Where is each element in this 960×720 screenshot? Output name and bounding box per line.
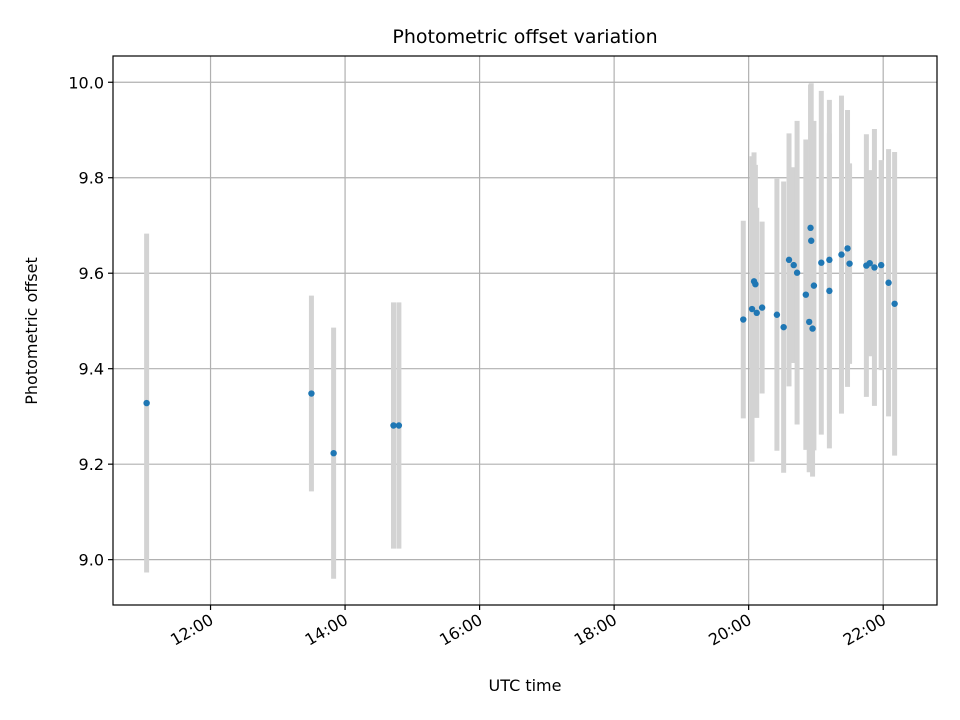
data-point bbox=[802, 291, 810, 298]
point-layer bbox=[143, 224, 898, 457]
y-axis-ticks: 9.0 9.2 9.4 9.6 9.8 10.0 bbox=[68, 73, 113, 570]
data-point bbox=[330, 449, 337, 457]
y-tick-label: 9.0 bbox=[79, 551, 104, 570]
data-point bbox=[809, 325, 816, 332]
data-point bbox=[826, 256, 833, 264]
x-axis-label: UTC time bbox=[489, 676, 562, 695]
data-point bbox=[807, 224, 814, 232]
data-point bbox=[773, 311, 781, 318]
data-point bbox=[885, 279, 892, 286]
y-tick-label: 9.2 bbox=[79, 455, 104, 474]
data-point bbox=[844, 245, 851, 252]
data-point bbox=[877, 261, 885, 269]
data-point bbox=[818, 259, 825, 266]
data-point bbox=[793, 269, 801, 276]
data-point bbox=[808, 237, 815, 244]
data-point bbox=[846, 260, 853, 267]
y-axis-label: Photometric offset bbox=[22, 257, 41, 405]
data-point bbox=[395, 422, 403, 429]
data-point bbox=[785, 256, 793, 264]
plot-frame bbox=[112, 55, 938, 606]
data-point bbox=[805, 318, 813, 326]
data-point bbox=[838, 251, 845, 258]
data-point bbox=[810, 282, 818, 289]
data-point bbox=[390, 422, 397, 429]
data-point bbox=[790, 261, 797, 269]
grid bbox=[113, 56, 937, 605]
y-tick-label: 9.8 bbox=[79, 169, 104, 188]
y-tick-label: 10.0 bbox=[68, 73, 104, 92]
data-point bbox=[826, 287, 833, 295]
data-point bbox=[748, 305, 756, 313]
data-point bbox=[740, 316, 747, 323]
y-tick-label: 9.6 bbox=[79, 264, 104, 283]
data-point bbox=[752, 280, 759, 288]
data-point bbox=[891, 300, 898, 307]
data-point bbox=[143, 399, 150, 407]
data-point bbox=[866, 259, 873, 267]
y-tick-label: 9.4 bbox=[79, 360, 104, 379]
data-point bbox=[308, 390, 315, 397]
data-point bbox=[780, 323, 787, 331]
plot-area bbox=[113, 56, 937, 605]
data-point bbox=[871, 264, 878, 271]
data-point bbox=[758, 304, 766, 311]
data-point bbox=[753, 309, 760, 317]
chart-title: Photometric offset variation bbox=[392, 26, 657, 48]
